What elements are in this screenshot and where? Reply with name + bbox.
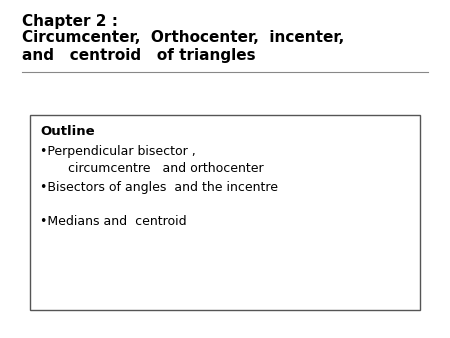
Text: •Bisectors of angles  and the incentre: •Bisectors of angles and the incentre (40, 181, 278, 194)
Text: and   centroid   of triangles: and centroid of triangles (22, 48, 256, 63)
Text: Outline: Outline (40, 125, 94, 138)
Bar (30, 115, 420, 310)
Text: •Perpendicular bisector ,: •Perpendicular bisector , (40, 145, 196, 158)
Text: Chapter 2 :: Chapter 2 : (22, 14, 118, 29)
Text: Circumcenter,  Orthocenter,  incenter,: Circumcenter, Orthocenter, incenter, (22, 30, 344, 45)
Text: circumcentre   and orthocenter: circumcentre and orthocenter (40, 162, 264, 175)
Text: •Medians and  centroid: •Medians and centroid (40, 215, 187, 228)
